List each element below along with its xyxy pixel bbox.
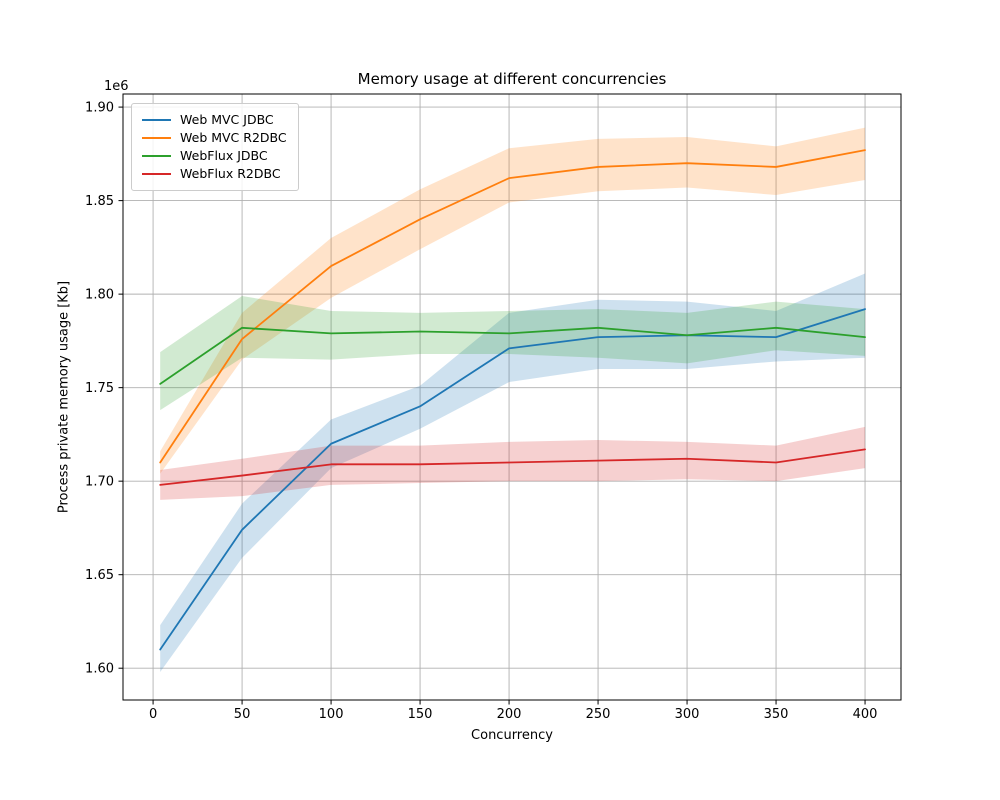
x-tick-label: 0 xyxy=(149,707,157,722)
x-axis-label: Concurrency xyxy=(471,728,553,743)
x-tick-label: 300 xyxy=(675,707,700,722)
y-tick-label: 1.85 xyxy=(85,194,114,209)
legend-item-web-mvc-r2dbc: Web MVC R2DBC xyxy=(142,129,288,147)
legend-item-webflux-r2dbc: WebFlux R2DBC xyxy=(142,165,288,183)
y-tick-label: 1.75 xyxy=(85,381,114,396)
y-axis-offset-text: 1e6 xyxy=(104,79,129,94)
y-tick-label: 1.60 xyxy=(85,662,114,677)
legend-line-sample xyxy=(142,173,171,175)
x-tick-label: 200 xyxy=(497,707,522,722)
x-tick-label: 350 xyxy=(764,707,789,722)
x-tick-label: 250 xyxy=(586,707,611,722)
legend-item-webflux-jdbc: WebFlux JDBC xyxy=(142,147,288,165)
x-tick-label: 400 xyxy=(853,707,878,722)
confidence-band xyxy=(160,296,866,411)
chart-title: Memory usage at different concurrencies xyxy=(357,70,667,88)
y-tick-label: 1.65 xyxy=(85,568,114,583)
legend-label: WebFlux R2DBC xyxy=(180,165,281,181)
confidence-band xyxy=(160,127,866,474)
series-line xyxy=(159,326,866,385)
plot-border xyxy=(122,93,902,701)
legend-line-sample xyxy=(142,137,171,139)
x-tick-label: 150 xyxy=(408,707,433,722)
x-tick-label: 50 xyxy=(234,707,251,722)
y-tick-label: 1.80 xyxy=(85,288,114,303)
x-tick-label: 100 xyxy=(319,707,344,722)
legend-item-web-mvc-jdbc: Web MVC JDBC xyxy=(142,111,288,129)
series-line xyxy=(159,448,866,486)
y-tick-label: 1.90 xyxy=(85,101,114,116)
legend-label: Web MVC JDBC xyxy=(180,111,274,127)
y-axis-label: Process private memory usage [Kb] xyxy=(56,280,72,514)
legend-label: WebFlux JDBC xyxy=(180,147,268,163)
legend: Web MVC JDBC Web MVC R2DBC WebFlux JDBC … xyxy=(131,103,299,191)
series-line xyxy=(159,308,866,651)
legend-line-sample xyxy=(142,155,171,157)
legend-label: Web MVC R2DBC xyxy=(180,129,287,145)
y-tick-label: 1.70 xyxy=(85,475,114,490)
confidence-band xyxy=(160,426,866,500)
legend-line-sample xyxy=(142,119,171,121)
series-line xyxy=(159,149,866,464)
